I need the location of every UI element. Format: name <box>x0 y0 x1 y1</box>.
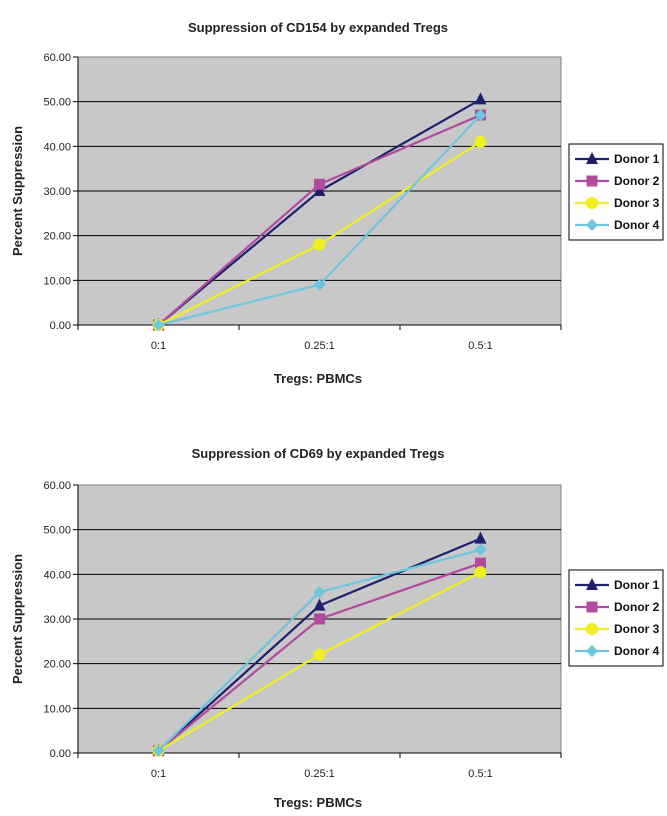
y-tick-labels: 0.00 10.00 20.00 30.00 40.00 50.00 60.00 <box>43 52 71 332</box>
data-point <box>313 598 326 611</box>
data-point <box>152 319 165 331</box>
y-tick-label: 10.00 <box>43 703 71 715</box>
legend-marker <box>586 645 598 657</box>
series-group <box>152 92 487 331</box>
data-point <box>314 613 325 625</box>
legend-label: Donor 1 <box>614 152 660 166</box>
x-tick-labels: 0:1 0.25:1 0.5:1 <box>151 768 493 780</box>
y-tick-label: 30.00 <box>43 186 71 198</box>
y-tick-label: 20.00 <box>43 659 71 671</box>
y-axis-title: Percent Suppression <box>10 126 25 256</box>
legend-label: Donor 3 <box>614 196 660 210</box>
legend-entry: Donor 4 <box>575 644 660 658</box>
legend-label: Donor 3 <box>614 622 660 636</box>
data-point <box>313 648 326 661</box>
x-tick-label: 0.25:1 <box>304 340 335 352</box>
y-tick-label: 50.00 <box>43 525 71 537</box>
data-point <box>475 557 486 569</box>
legend-entry: Donor 1 <box>575 152 660 166</box>
cd154-chart: Suppression of CD154 by expanded Tregs 0… <box>10 20 664 386</box>
legend-entry: Donor 4 <box>575 218 660 232</box>
data-point <box>474 543 487 556</box>
x-tick-label: 0:1 <box>151 768 166 780</box>
legend: Donor 1 Donor 2 Donor 3 Donor 4 <box>568 569 664 667</box>
y-tick-label: 60.00 <box>43 52 71 64</box>
series-group <box>152 531 487 757</box>
legend-entry: Donor 2 <box>575 600 660 614</box>
y-tick-labels: 0.00 10.00 20.00 30.00 40.00 50.00 60.00 <box>43 480 71 760</box>
legend-label: Donor 1 <box>614 578 660 592</box>
y-tick-label: 10.00 <box>43 275 71 287</box>
data-point <box>313 586 326 599</box>
data-point <box>474 109 487 122</box>
x-tick-label: 0.5:1 <box>468 768 492 780</box>
data-point <box>313 278 326 291</box>
data-point <box>474 531 487 544</box>
x-axis-title: Tregs: PBMCs <box>274 371 362 386</box>
y-tick-label: 60.00 <box>43 480 71 492</box>
legend: Donor 1 Donor 2 Donor 3 Donor 4 <box>568 143 664 241</box>
data-point <box>152 744 165 757</box>
legend-marker <box>586 152 598 164</box>
legend-label: Donor 4 <box>614 644 660 658</box>
y-tick-label: 40.00 <box>43 569 71 581</box>
legend-entry: Donor 3 <box>575 196 660 210</box>
legend-marker <box>586 197 598 209</box>
y-tick-label: 40.00 <box>43 141 71 153</box>
cd69-chart: Suppression of CD69 by expanded Tregs 0.… <box>10 446 664 810</box>
y-tick-label: 0.00 <box>50 748 71 760</box>
data-point <box>474 135 487 148</box>
series-4 <box>152 109 487 331</box>
legend-entry: Donor 2 <box>575 174 660 188</box>
legend-marker <box>586 175 598 187</box>
chart-title: Suppression of CD69 by expanded Tregs <box>192 446 445 461</box>
y-tick-label: 0.00 <box>50 320 71 332</box>
data-point <box>313 184 326 196</box>
legend-entry: Donor 1 <box>575 578 660 592</box>
data-point <box>313 238 326 251</box>
x-tick-label: 0.25:1 <box>304 768 335 780</box>
legend-label: Donor 2 <box>614 174 660 188</box>
series-4 <box>152 543 487 757</box>
legend-marker <box>586 219 598 231</box>
x-tick-label: 0.5:1 <box>468 340 492 352</box>
legend-marker <box>586 601 598 613</box>
x-axis-title: Tregs: PBMCs <box>274 795 362 810</box>
y-axis-title: Percent Suppression <box>10 554 25 684</box>
legend-label: Donor 4 <box>614 218 660 232</box>
data-point <box>474 566 487 579</box>
legend-entry: Donor 3 <box>575 622 660 636</box>
chart-title: Suppression of CD154 by expanded Tregs <box>188 20 448 35</box>
x-tick-labels: 0:1 0.25:1 0.5:1 <box>151 340 493 352</box>
legend-marker <box>586 623 598 635</box>
y-tick-label: 50.00 <box>43 97 71 109</box>
y-tick-label: 20.00 <box>43 231 71 243</box>
y-tick-label: 30.00 <box>43 614 71 626</box>
legend-marker <box>586 578 598 590</box>
data-point <box>474 92 487 105</box>
legend-label: Donor 2 <box>614 600 660 614</box>
data-point <box>314 178 325 190</box>
x-tick-label: 0:1 <box>151 340 166 352</box>
